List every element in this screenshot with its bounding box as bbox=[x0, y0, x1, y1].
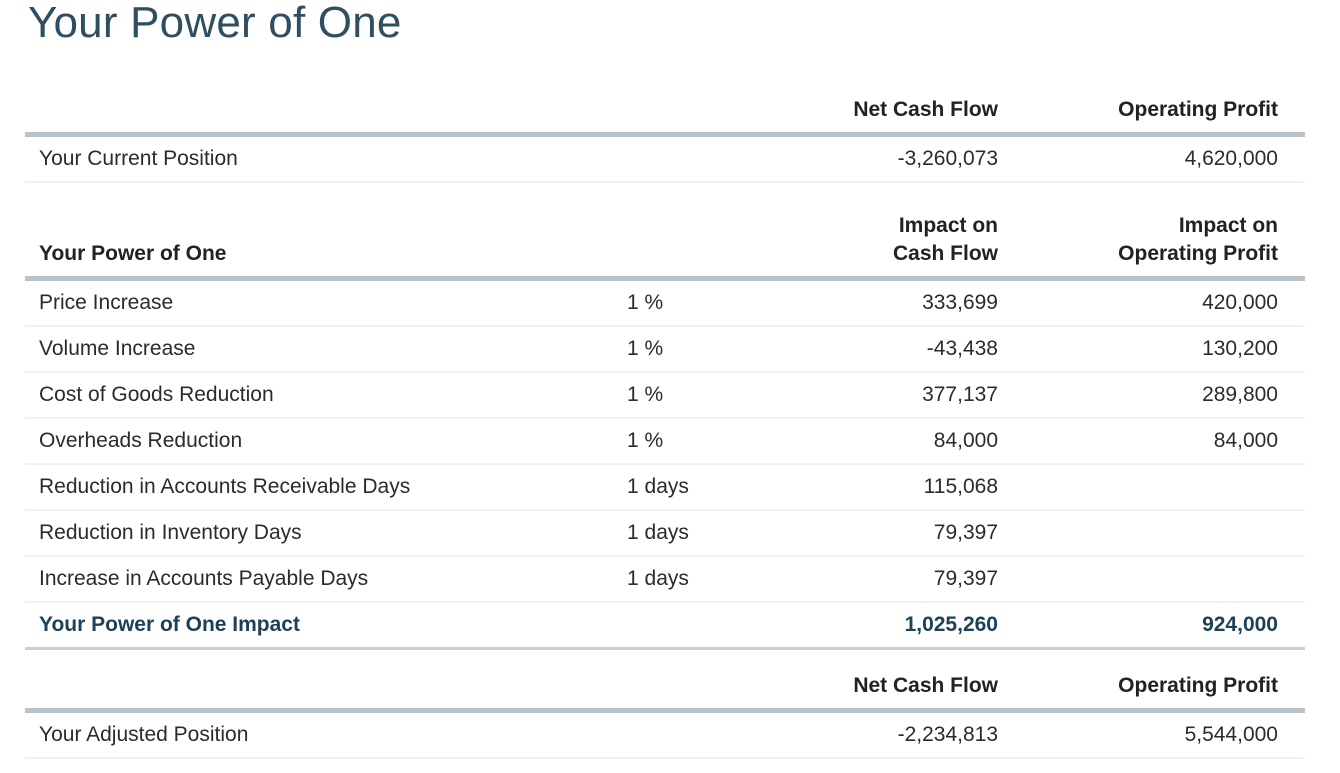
impact-profit-header-line2: Operating Profit bbox=[1118, 242, 1278, 265]
table-row: Volume Increase 1 % -43,438 130,200 bbox=[25, 327, 1305, 373]
row-change: 1 days bbox=[627, 567, 689, 590]
row-profit-value: 4,620,000 bbox=[1184, 147, 1278, 170]
row-cash-value: -43,438 bbox=[926, 337, 998, 360]
current-position-table: Net Cash Flow Operating Profit Your Curr… bbox=[25, 92, 1305, 183]
table-row: Increase in Accounts Payable Days 1 days… bbox=[25, 557, 1305, 603]
row-cash-value: 115,068 bbox=[923, 475, 998, 498]
row-change: 1 % bbox=[627, 337, 664, 360]
row-cash-value: 79,397 bbox=[933, 567, 998, 590]
power-of-one-header-label: Your Power of One bbox=[39, 242, 227, 265]
row-cash-value: 333,699 bbox=[922, 291, 998, 314]
row-label: Overheads Reduction bbox=[39, 429, 243, 452]
adjusted-position-row: Your Adjusted Position -2,234,813 5,544,… bbox=[25, 713, 1305, 759]
row-change: 1 % bbox=[627, 383, 664, 406]
row-label: Price Increase bbox=[39, 291, 174, 314]
row-profit-value: 5,544,000 bbox=[1184, 723, 1278, 746]
net-cash-flow-header: Net Cash Flow bbox=[853, 98, 998, 121]
current-position-header: Net Cash Flow Operating Profit bbox=[25, 92, 1305, 137]
adjusted-position-header: Net Cash Flow Operating Profit bbox=[25, 668, 1305, 713]
operating-profit-header: Operating Profit bbox=[1118, 98, 1278, 121]
row-change: 1 days bbox=[627, 475, 689, 498]
row-profit-value: 84,000 bbox=[1213, 429, 1278, 452]
row-change: 1 % bbox=[627, 429, 664, 452]
row-label: Your Current Position bbox=[39, 147, 238, 170]
row-change: 1 days bbox=[627, 521, 689, 544]
impact-profit-header: Impact on Operating Profit bbox=[1118, 212, 1278, 268]
row-profit-value: 420,000 bbox=[1202, 291, 1278, 314]
row-label: Reduction in Accounts Receivable Days bbox=[39, 475, 411, 498]
power-of-one-header: Your Power of One Impact on Cash Flow Im… bbox=[25, 210, 1305, 281]
net-cash-flow-header: Net Cash Flow bbox=[853, 674, 998, 697]
row-label: Your Adjusted Position bbox=[39, 723, 249, 746]
impact-profit-header-line1: Impact on bbox=[1178, 214, 1278, 237]
row-change: 1 % bbox=[627, 291, 664, 314]
page-title: Your Power of One bbox=[28, 0, 402, 47]
table-row: Reduction in Accounts Receivable Days 1 … bbox=[25, 465, 1305, 511]
power-of-one-table: Your Power of One Impact on Cash Flow Im… bbox=[25, 210, 1305, 650]
power-of-one-total-row: Your Power of One Impact 1,025,260 924,0… bbox=[25, 603, 1305, 650]
row-cash-value: -3,260,073 bbox=[897, 147, 998, 170]
row-label: Increase in Accounts Payable Days bbox=[39, 567, 369, 590]
table-row: Overheads Reduction 1 % 84,000 84,000 bbox=[25, 419, 1305, 465]
row-cash-value: 377,137 bbox=[922, 383, 998, 406]
total-cash-value: 1,025,260 bbox=[904, 613, 998, 636]
table-row: Reduction in Inventory Days 1 days 79,39… bbox=[25, 511, 1305, 557]
current-position-row: Your Current Position -3,260,073 4,620,0… bbox=[25, 137, 1305, 183]
impact-cash-header-line2: Cash Flow bbox=[892, 242, 998, 265]
row-cash-value: 79,397 bbox=[933, 521, 998, 544]
row-label: Volume Increase bbox=[39, 337, 196, 360]
row-profit-value: 289,800 bbox=[1202, 383, 1278, 406]
row-cash-value: 84,000 bbox=[933, 429, 998, 452]
operating-profit-header: Operating Profit bbox=[1118, 674, 1278, 697]
row-label: Reduction in Inventory Days bbox=[39, 521, 302, 544]
table-row: Cost of Goods Reduction 1 % 377,137 289,… bbox=[25, 373, 1305, 419]
row-label: Cost of Goods Reduction bbox=[39, 383, 274, 406]
row-cash-value: -2,234,813 bbox=[897, 723, 998, 746]
impact-cash-header: Impact on Cash Flow bbox=[893, 212, 998, 268]
row-profit-value: 130,200 bbox=[1202, 337, 1278, 360]
adjusted-position-table: Net Cash Flow Operating Profit Your Adju… bbox=[25, 668, 1305, 759]
total-label: Your Power of One Impact bbox=[39, 613, 300, 636]
impact-cash-header-line1: Impact on bbox=[898, 214, 998, 237]
table-row: Price Increase 1 % 333,699 420,000 bbox=[25, 281, 1305, 327]
total-profit-value: 924,000 bbox=[1202, 613, 1278, 636]
